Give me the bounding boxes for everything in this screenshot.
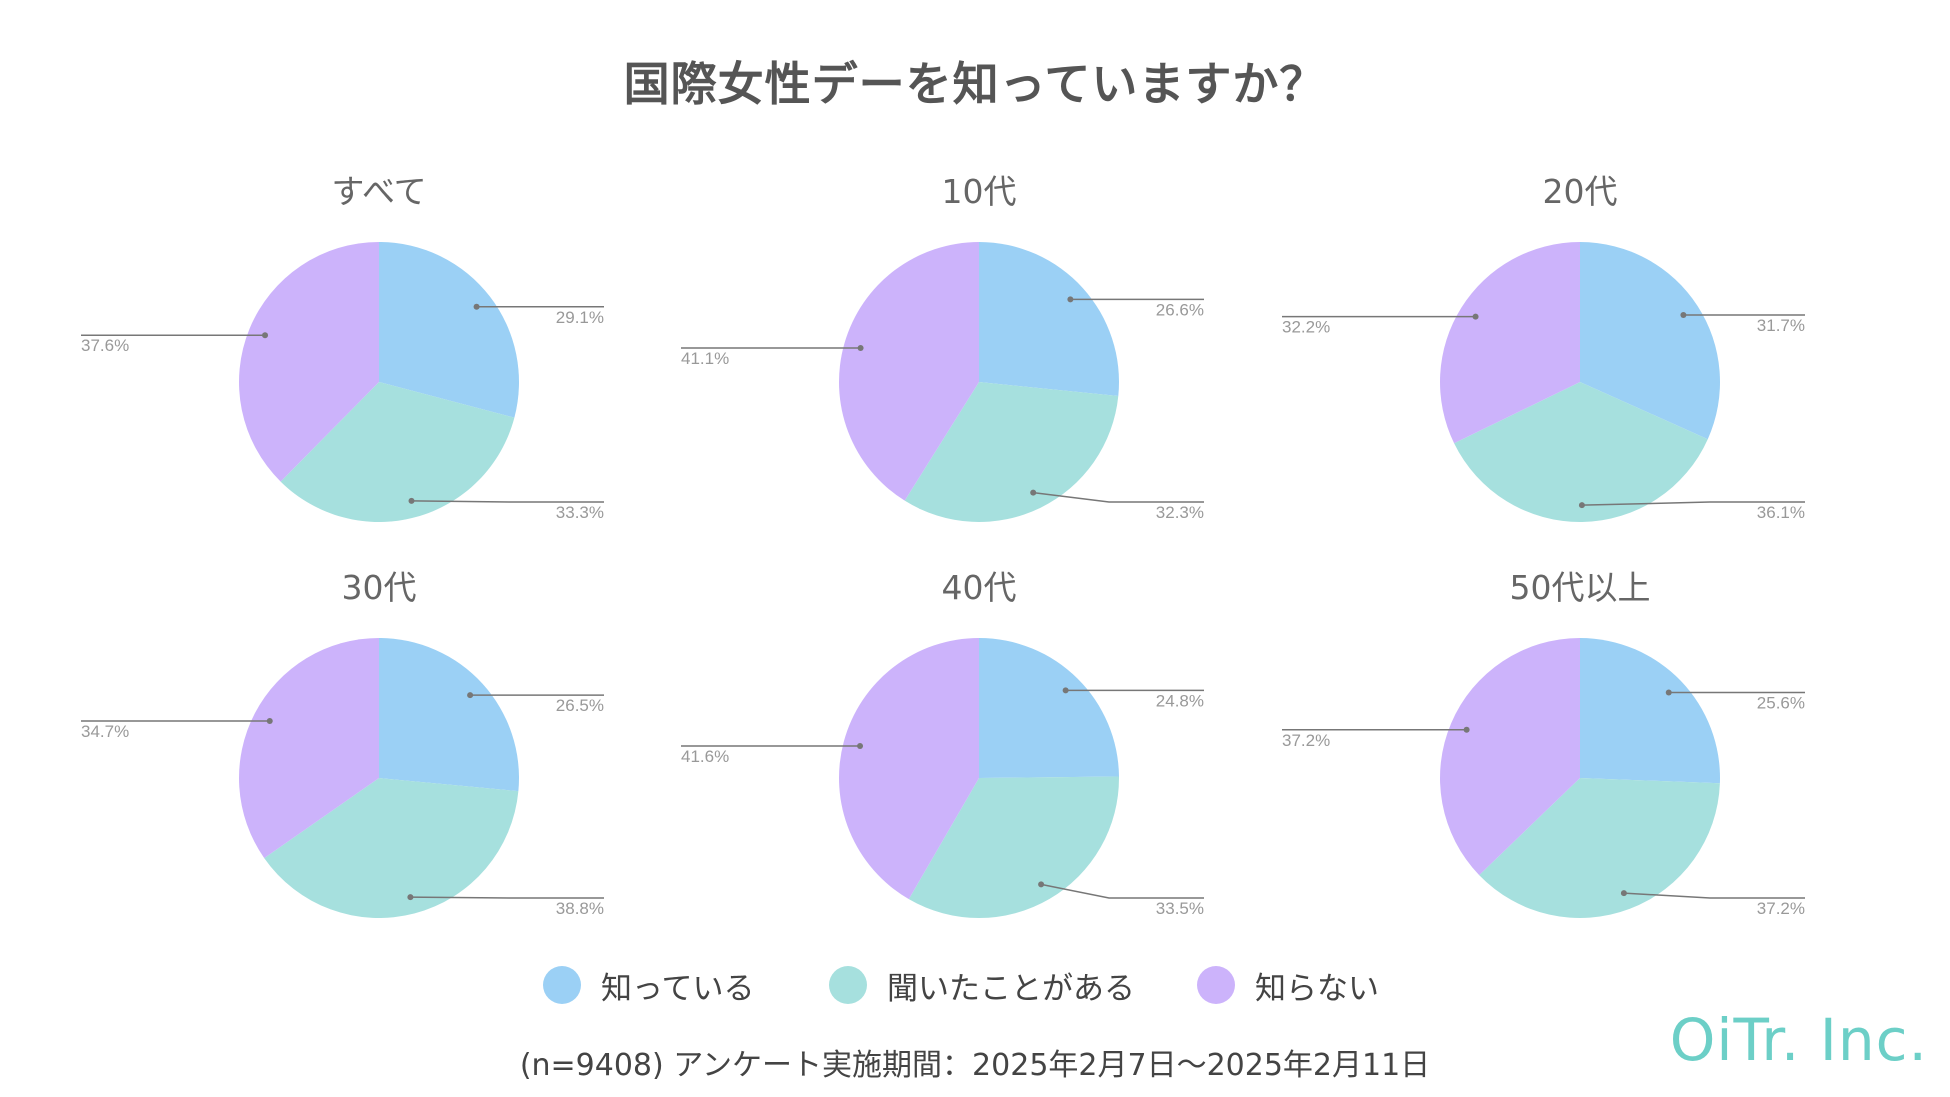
slice-know xyxy=(1580,242,1720,440)
data-label: 26.5% xyxy=(556,696,604,715)
slice-heard xyxy=(1479,778,1720,918)
slice-heard xyxy=(904,382,1119,522)
data-label-group: 32.2% xyxy=(1282,313,1479,337)
data-label: 41.6% xyxy=(681,747,729,766)
pie-chart-all: すべて 29.1% 33.3% 37.6% xyxy=(79,165,679,565)
data-label: 32.3% xyxy=(1156,503,1204,522)
pie-chart-10s: 10代 26.6% 32.3% 41.1% xyxy=(679,165,1279,565)
data-label-group: 24.8% xyxy=(1062,687,1204,710)
chart-title: 国際女性デーを知っていますか？ xyxy=(623,57,1327,111)
legend: 知っている 聞いたことがある 知らない xyxy=(0,960,1950,1010)
legend-label: 聞いたことがある xyxy=(887,970,1135,1007)
legend-swatch-know xyxy=(543,966,581,1004)
pie-svg: 31.7% 36.1% 32.2% xyxy=(1282,242,1805,522)
data-label-group: 26.5% xyxy=(467,692,604,715)
data-label-group: 33.3% xyxy=(408,497,604,522)
legend-item-dont-know: 知らない xyxy=(1197,960,1379,1010)
data-label: 36.1% xyxy=(1757,503,1805,522)
data-label-group: 26.6% xyxy=(1067,296,1204,319)
data-label-group: 38.8% xyxy=(407,894,604,918)
leader-dot xyxy=(1038,881,1045,888)
leader-line xyxy=(411,500,604,503)
slice-know xyxy=(979,242,1119,397)
company-logo: OiTr. Inc. xyxy=(1669,1006,1928,1074)
leader-dot xyxy=(857,743,864,750)
slice-dont-know xyxy=(839,638,979,900)
slice-know xyxy=(379,638,519,792)
leader-dot xyxy=(1067,296,1074,303)
slice-know xyxy=(379,242,519,418)
slice-dont-know xyxy=(239,638,379,859)
pie-title: 20代 xyxy=(1542,172,1618,211)
data-label-group: 31.7% xyxy=(1680,312,1805,335)
data-label: 32.2% xyxy=(1282,318,1330,337)
legend-swatch-heard xyxy=(829,966,867,1004)
leader-dot xyxy=(1620,890,1627,897)
leader-line xyxy=(1623,892,1805,899)
slice-know xyxy=(1580,638,1720,784)
pie-svg: 29.1% 33.3% 37.6% xyxy=(81,242,604,522)
legend-label: 知らない xyxy=(1255,970,1379,1007)
pie-chart-40s: 40代 24.8% 33.5% 41.6% xyxy=(679,561,1279,961)
legend-item-heard: 聞いたことがある xyxy=(829,960,1135,1010)
pie-svg: 24.8% 33.5% 41.6% xyxy=(681,638,1204,918)
pie-title: 30代 xyxy=(341,568,417,607)
data-label-group: 36.1% xyxy=(1578,501,1805,522)
data-label-group: 29.1% xyxy=(473,303,604,327)
data-label-group: 41.6% xyxy=(681,743,864,766)
data-label: 37.2% xyxy=(1757,899,1805,918)
legend-swatch-dont-know xyxy=(1197,966,1235,1004)
slice-heard xyxy=(280,382,515,522)
data-label-group: 37.2% xyxy=(1620,890,1805,918)
data-label: 33.3% xyxy=(556,503,604,522)
pie-title: 50代以上 xyxy=(1509,568,1651,607)
leader-line xyxy=(410,896,604,899)
footnote: (n=9408) アンケート実施期間：2025年2月7日～2025年2月11日 xyxy=(519,1048,1431,1083)
data-label: 33.5% xyxy=(1156,899,1204,918)
slice-dont-know xyxy=(1440,638,1580,876)
slice-dont-know xyxy=(1440,242,1580,444)
legend-item-know: 知っている xyxy=(543,960,754,1010)
data-label: 26.6% xyxy=(1156,300,1204,319)
slice-heard xyxy=(264,778,519,918)
data-label: 41.1% xyxy=(681,349,729,368)
data-label-group: 41.1% xyxy=(681,345,864,368)
data-label: 38.8% xyxy=(556,899,604,918)
leader-dot xyxy=(1030,489,1037,496)
slice-dont-know xyxy=(839,242,979,501)
data-label: 31.7% xyxy=(1757,316,1805,335)
data-label-group: 32.3% xyxy=(1030,489,1204,522)
pie-svg: 25.6% 37.2% 37.2% xyxy=(1282,638,1805,918)
data-label: 34.7% xyxy=(81,722,129,741)
data-label-group: 25.6% xyxy=(1665,689,1805,713)
data-label: 24.8% xyxy=(1156,691,1204,710)
leader-dot xyxy=(1062,687,1069,694)
data-label-group: 33.5% xyxy=(1038,881,1204,918)
data-label-group: 34.7% xyxy=(81,718,273,741)
data-label: 29.1% xyxy=(556,308,604,327)
leader-line xyxy=(1040,883,1204,899)
leader-line xyxy=(1033,491,1204,503)
pie-svg: 26.5% 38.8% 34.7% xyxy=(81,638,604,918)
pie-svg: 26.6% 32.3% 41.1% xyxy=(681,242,1204,522)
slice-heard xyxy=(1454,382,1708,522)
leader-line xyxy=(1581,501,1805,506)
data-label-group: 37.6% xyxy=(81,332,269,355)
data-label: 25.6% xyxy=(1757,694,1805,713)
data-label-group: 37.2% xyxy=(1282,726,1470,750)
pie-chart-50s-plus: 50代以上 25.6% 37.2% 37.2% xyxy=(1280,561,1880,961)
pie-chart-30s: 30代 26.5% 38.8% 34.7% xyxy=(79,561,679,961)
slice-heard xyxy=(908,776,1119,918)
slice-dont-know xyxy=(238,242,379,482)
legend-label: 知っている xyxy=(601,970,755,1007)
pie-title: すべて xyxy=(331,172,427,211)
pie-title: 10代 xyxy=(941,172,1017,211)
slice-know xyxy=(979,638,1119,778)
data-label: 37.2% xyxy=(1282,731,1330,750)
pie-chart-20s: 20代 31.7% 36.1% 32.2% xyxy=(1280,165,1880,565)
data-label: 37.6% xyxy=(81,336,129,355)
pie-title: 40代 xyxy=(941,568,1017,607)
